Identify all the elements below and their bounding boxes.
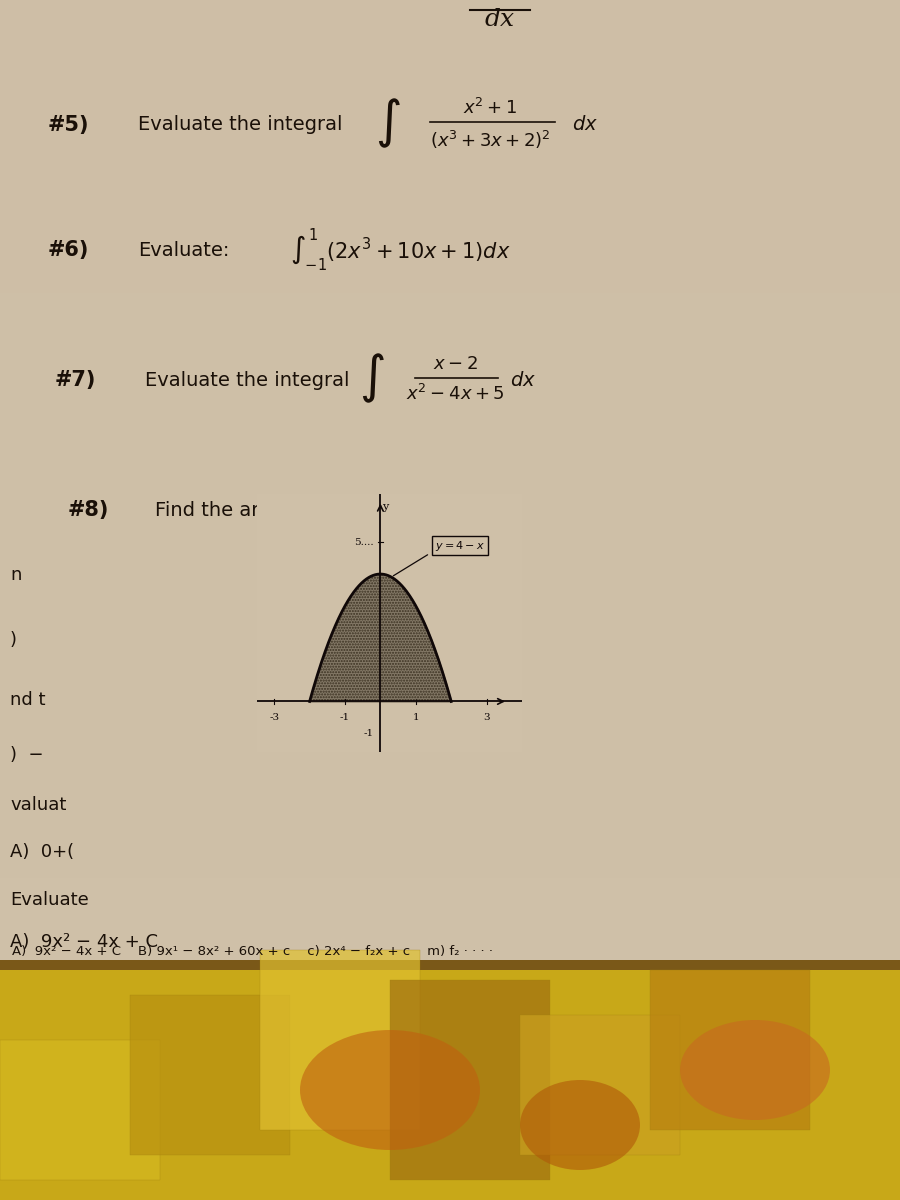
Ellipse shape — [520, 1080, 640, 1170]
Bar — [0, 877, 900, 926]
Bar — [0, 0, 900, 49]
Text: $\int$: $\int$ — [359, 352, 385, 404]
Text: $dx$: $dx$ — [572, 115, 598, 134]
Text: #7): #7) — [55, 370, 96, 390]
Text: dx: dx — [485, 8, 515, 31]
Text: $y=4-x$: $y=4-x$ — [436, 539, 485, 552]
Text: A)  0+(: A) 0+( — [10, 842, 74, 862]
Text: nd t: nd t — [10, 691, 46, 709]
Bar — [520, 1015, 680, 1154]
Text: y: y — [382, 502, 388, 512]
Text: 1: 1 — [412, 713, 419, 721]
Text: valuat: valuat — [10, 796, 67, 814]
Bar — [0, 634, 900, 683]
Bar — [0, 970, 900, 1200]
Text: $\int$: $\int$ — [375, 96, 401, 150]
Text: n: n — [10, 566, 22, 584]
Text: Evaluate the integral: Evaluate the integral — [138, 115, 343, 134]
Bar — [0, 780, 900, 829]
Text: -1: -1 — [364, 728, 374, 738]
Text: Evaluate the integral: Evaluate the integral — [145, 371, 349, 390]
Bar — [0, 487, 900, 536]
Text: ): ) — [10, 631, 17, 649]
FancyBboxPatch shape — [0, 0, 900, 974]
Text: -3: -3 — [269, 713, 279, 721]
Text: $\int_{-1}^{1}(2x^3 + 10x + 1)dx$: $\int_{-1}^{1}(2x^3 + 10x + 1)dx$ — [290, 227, 510, 274]
Bar — [0, 960, 900, 1200]
Bar — [0, 584, 900, 634]
Bar — [0, 683, 900, 731]
Text: $(x^3+3x+2)^2$: $(x^3+3x+2)^2$ — [429, 128, 551, 151]
Text: )  −: ) − — [10, 746, 43, 764]
Text: Evaluate:: Evaluate: — [138, 240, 230, 259]
Bar — [260, 950, 420, 1130]
Text: -1: -1 — [340, 713, 350, 721]
Bar — [0, 390, 900, 439]
Bar — [390, 980, 550, 1180]
Text: $dx$: $dx$ — [510, 371, 536, 390]
Text: #5): #5) — [48, 115, 89, 134]
Bar — [0, 293, 900, 341]
Text: Evaluate: Evaluate — [10, 890, 89, 910]
Bar — [0, 341, 900, 390]
Text: A)  9x² − 4x + C: A) 9x² − 4x + C — [10, 934, 158, 950]
Bar — [0, 1040, 160, 1180]
Bar — [0, 194, 900, 244]
Bar — [130, 995, 290, 1154]
Text: 5....: 5.... — [355, 538, 374, 547]
Bar — [0, 97, 900, 146]
Text: $x-2$: $x-2$ — [433, 355, 478, 373]
Text: A)  9x² − 4x + C    B) 9x¹ − 8x² + 60x + c    c) 2x⁴ − f₂x + c    m) f₂ · · · ·: A) 9x² − 4x + C B) 9x¹ − 8x² + 60x + c c… — [12, 946, 493, 959]
Bar — [650, 970, 810, 1130]
Ellipse shape — [300, 1030, 480, 1150]
Bar — [0, 829, 900, 877]
Bar — [0, 439, 900, 487]
Bar — [0, 146, 900, 194]
Text: Find the area under the curve.: Find the area under the curve. — [155, 500, 452, 520]
Bar — [0, 49, 900, 97]
Text: $x^2-4x+5$: $x^2-4x+5$ — [406, 384, 504, 404]
Ellipse shape — [680, 1020, 830, 1120]
Text: $x^2+1$: $x^2+1$ — [463, 98, 518, 118]
Text: #8): #8) — [68, 500, 110, 520]
Bar — [0, 536, 900, 584]
Bar — [0, 926, 900, 974]
Bar — [0, 731, 900, 780]
Bar — [0, 244, 900, 293]
Text: 3: 3 — [483, 713, 490, 721]
Text: #6): #6) — [48, 240, 89, 260]
